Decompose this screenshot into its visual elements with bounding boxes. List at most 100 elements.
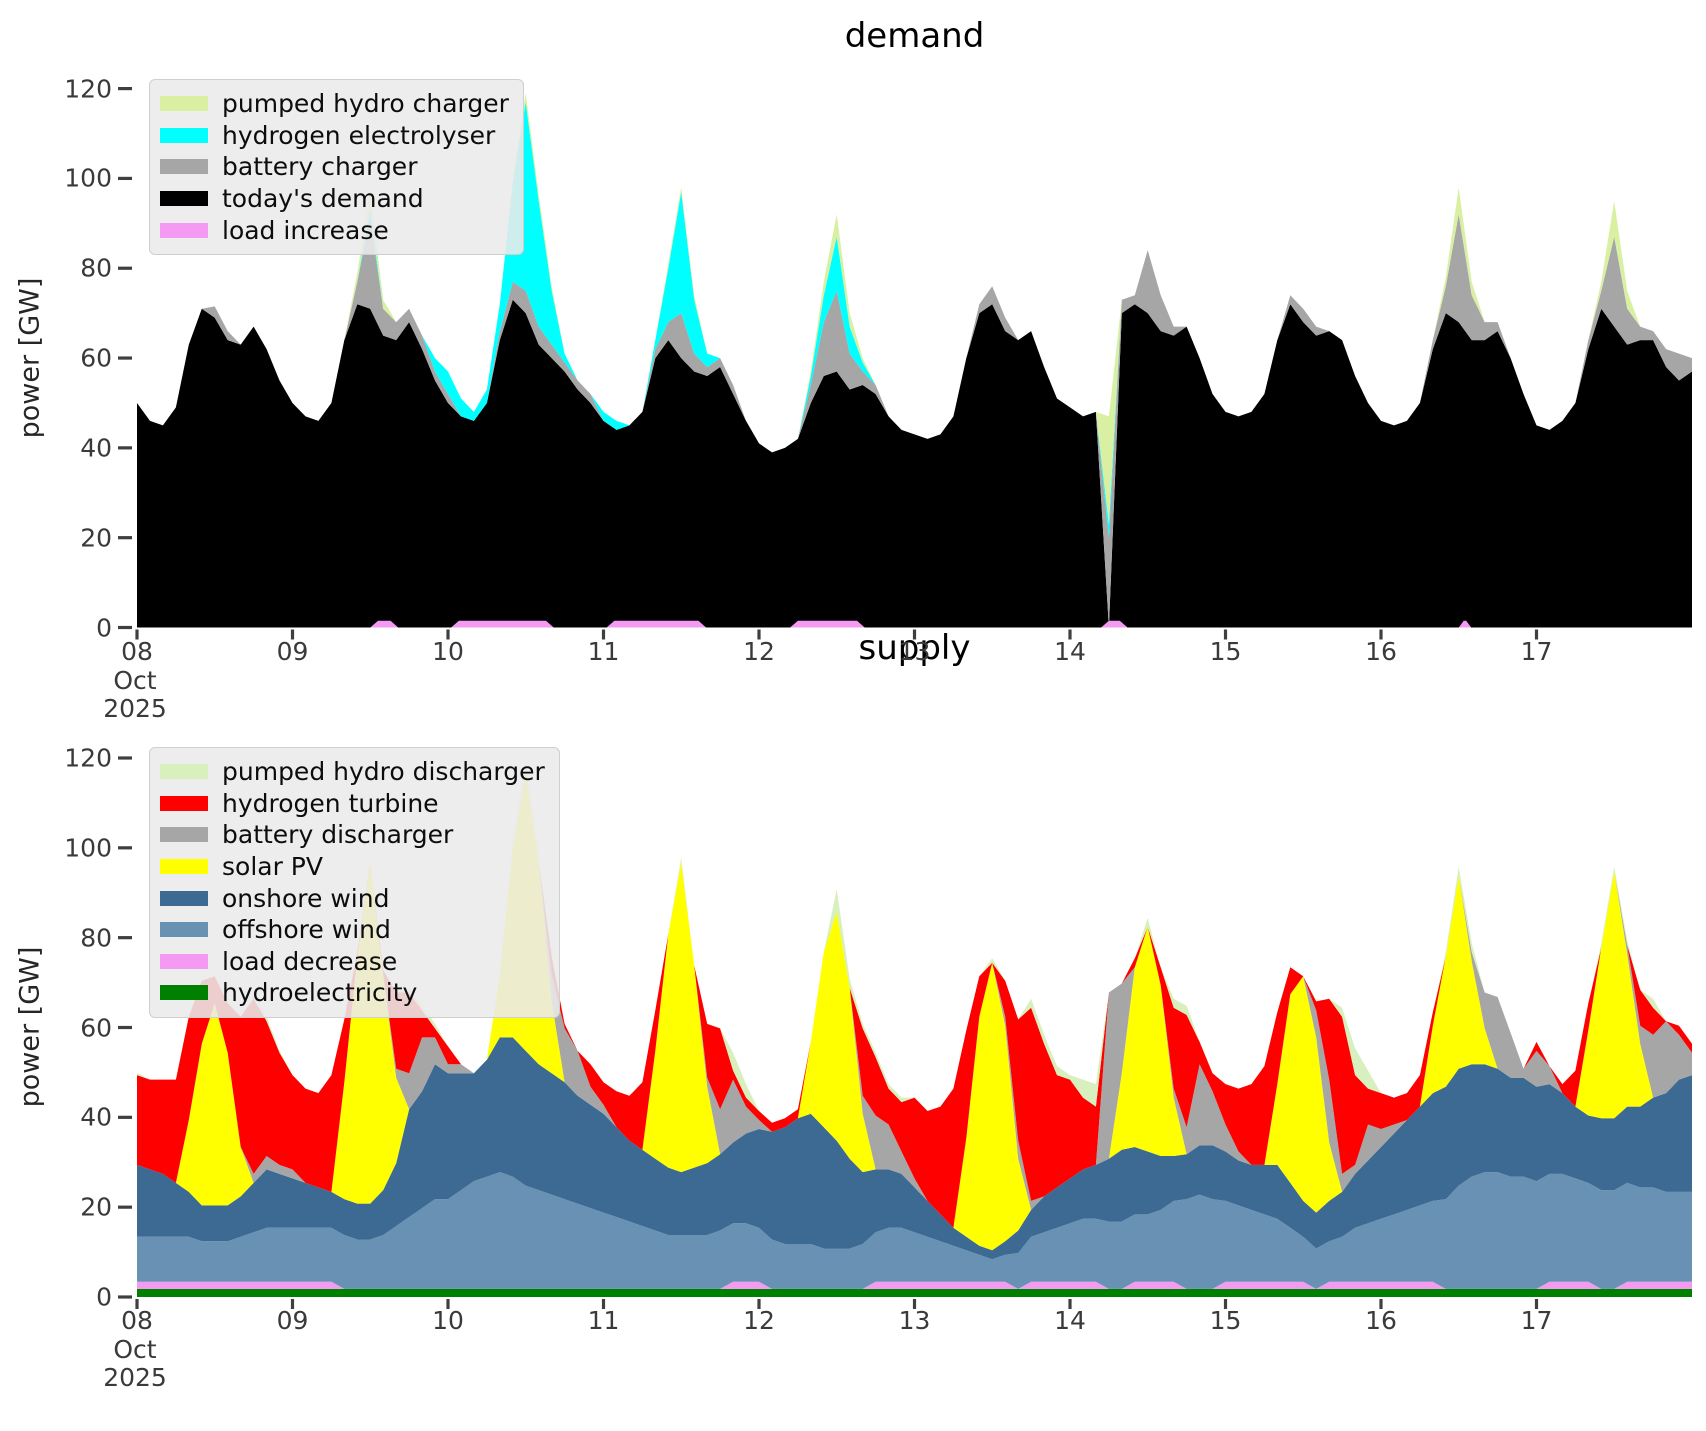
solar-pv-swatch-icon	[160, 859, 208, 875]
demand-ytick-label: 80	[80, 253, 112, 283]
load-decrease-swatch-icon	[160, 953, 208, 969]
supply-xtick-label: 09	[276, 1306, 309, 1335]
supply-xtick-label: 08	[121, 1306, 153, 1335]
legend-item-hydrogen-electrolyser: hydrogen electrolyser	[160, 120, 509, 152]
supply-xtick-label: 15	[1209, 1306, 1242, 1335]
supply-ytick-label: 60	[80, 1013, 112, 1042]
legend-label: pumped hydro discharger	[222, 757, 545, 787]
legend-item-battery-discharger: battery discharger	[160, 819, 545, 851]
supply-xtick-label: 12	[743, 1306, 775, 1335]
legend-label: solar PV	[222, 852, 323, 882]
legend-label: load increase	[222, 215, 389, 245]
demand-xtick-label: 16	[1365, 637, 1397, 666]
legend-label: pumped hydro charger	[222, 89, 509, 119]
demand-ytick-label: 20	[80, 523, 112, 553]
demand-xtick-label: 12	[743, 637, 775, 666]
supply-ytick-label: 120	[64, 743, 112, 773]
demand-ticks	[118, 86, 1539, 640]
demand-xtick-label: 14	[1054, 637, 1086, 666]
supply-xtick-label: 16	[1365, 1306, 1397, 1335]
demand-month-label: Oct	[113, 666, 157, 695]
strip-load-increase	[606, 620, 707, 628]
supply-ytick-label: 0	[96, 1282, 112, 1312]
demand-legend: pumped hydro charger hydrogen electrolyse…	[149, 79, 524, 255]
supply-chart-title: supply	[858, 628, 971, 668]
legend-item-load-increase: load increase	[160, 214, 509, 246]
pumped-hydro-discharger-swatch-icon	[160, 764, 208, 780]
strip-load-increase	[451, 620, 554, 628]
supply-y-axis-label: power [GW]	[14, 946, 46, 1108]
legend-item-solar-pv: solar PV	[160, 851, 545, 883]
strip-load-increase	[370, 620, 399, 628]
demand-ytick-label: 0	[96, 613, 112, 642]
demand-xtick-label: 11	[587, 637, 620, 666]
supply-xtick-label: 13	[898, 1306, 931, 1335]
supply-ytick-label: 80	[80, 923, 112, 953]
area-battery-charger	[137, 214, 1692, 628]
supply-xtick-label: 17	[1520, 1306, 1553, 1335]
supply-ytick-label: 40	[80, 1102, 112, 1132]
demand-ytick-label: 100	[64, 163, 112, 193]
demand-stack	[137, 93, 1692, 628]
legend-item-pumped-hydro-charger: pumped hydro charger	[160, 88, 509, 120]
battery-discharger-swatch-icon	[160, 827, 208, 843]
strip-load-increase	[1458, 620, 1472, 628]
onshore-wind-swatch-icon	[160, 890, 208, 906]
demand-ytick-label: 40	[80, 433, 112, 463]
supply-year-label: 2025	[103, 1363, 167, 1392]
area-offshore-wind	[137, 1172, 1692, 1289]
hydrogen-turbine-swatch-icon	[160, 795, 208, 811]
legend-item-hydroelectricity: hydroelectricity	[160, 977, 545, 1009]
legend-label: offshore wind	[222, 915, 391, 945]
demand-ytick-label: 60	[80, 343, 112, 373]
supply-ytick-label: 100	[64, 833, 112, 863]
demand-xtick-label: 17	[1520, 637, 1553, 666]
battery-charger-swatch-icon	[160, 159, 208, 175]
legend-label: hydroelectricity	[222, 978, 418, 1008]
legend-item-today-s-demand: today's demand	[160, 183, 509, 215]
supply-xtick-label: 14	[1054, 1306, 1086, 1335]
supply-month-label: Oct	[113, 1335, 157, 1364]
supply-ticks	[118, 756, 1539, 1309]
demand-xtick-label: 15	[1209, 637, 1242, 666]
demand-xtick-label: 10	[432, 637, 464, 666]
legend-label: hydrogen electrolyser	[222, 120, 496, 150]
demand-y-axis-label: power [GW]	[14, 277, 46, 439]
demand-ytick-label: 120	[64, 74, 112, 104]
area-hydroelectricity	[137, 1288, 1692, 1297]
legend-label: hydrogen turbine	[222, 788, 439, 818]
legend-item-offshore-wind: offshore wind	[160, 914, 545, 946]
legend-item-load-decrease: load decrease	[160, 946, 545, 978]
today-s-demand-swatch-icon	[160, 191, 208, 207]
area-onshore-wind	[137, 1037, 1692, 1260]
legend-item-hydrogen-turbine: hydrogen turbine	[160, 788, 545, 820]
legend-label: today's demand	[222, 184, 424, 214]
demand-chart-title: demand	[844, 16, 985, 56]
legend-label: onshore wind	[222, 883, 390, 913]
supply-ytick-label: 20	[80, 1192, 112, 1222]
offshore-wind-swatch-icon	[160, 922, 208, 938]
area-hydrogen-electrolyser	[137, 102, 1692, 538]
pumped-hydro-charger-swatch-icon	[160, 96, 208, 112]
demand-xtick-label: 13	[898, 637, 931, 666]
legend-item-pumped-hydro-discharger: pumped hydro discharger	[160, 756, 545, 788]
legend-label: load decrease	[222, 946, 398, 976]
supply-xtick-label: 10	[432, 1306, 464, 1335]
legend-label: battery discharger	[222, 820, 454, 850]
supply-xtick-label: 11	[587, 1306, 620, 1335]
area-hydrogen-turbine	[137, 772, 1692, 1228]
area-load-decrease	[137, 1281, 1692, 1289]
legend-item-battery-charger: battery charger	[160, 151, 509, 183]
supply-legend: pumped hydro discharger hydrogen turbine b…	[149, 747, 560, 1018]
load-increase-swatch-icon	[160, 222, 208, 238]
demand-year-label: 2025	[103, 694, 167, 723]
demand-xtick-label: 08	[121, 637, 153, 666]
strip-load-increase	[790, 620, 865, 628]
area-today-s-demand	[137, 299, 1692, 628]
strip-load-increase	[1101, 620, 1128, 628]
hydroelectricity-swatch-icon	[160, 985, 208, 1001]
legend-item-onshore-wind: onshore wind	[160, 882, 545, 914]
demand-xtick-label: 09	[276, 637, 309, 666]
hydrogen-electrolyser-swatch-icon	[160, 127, 208, 143]
